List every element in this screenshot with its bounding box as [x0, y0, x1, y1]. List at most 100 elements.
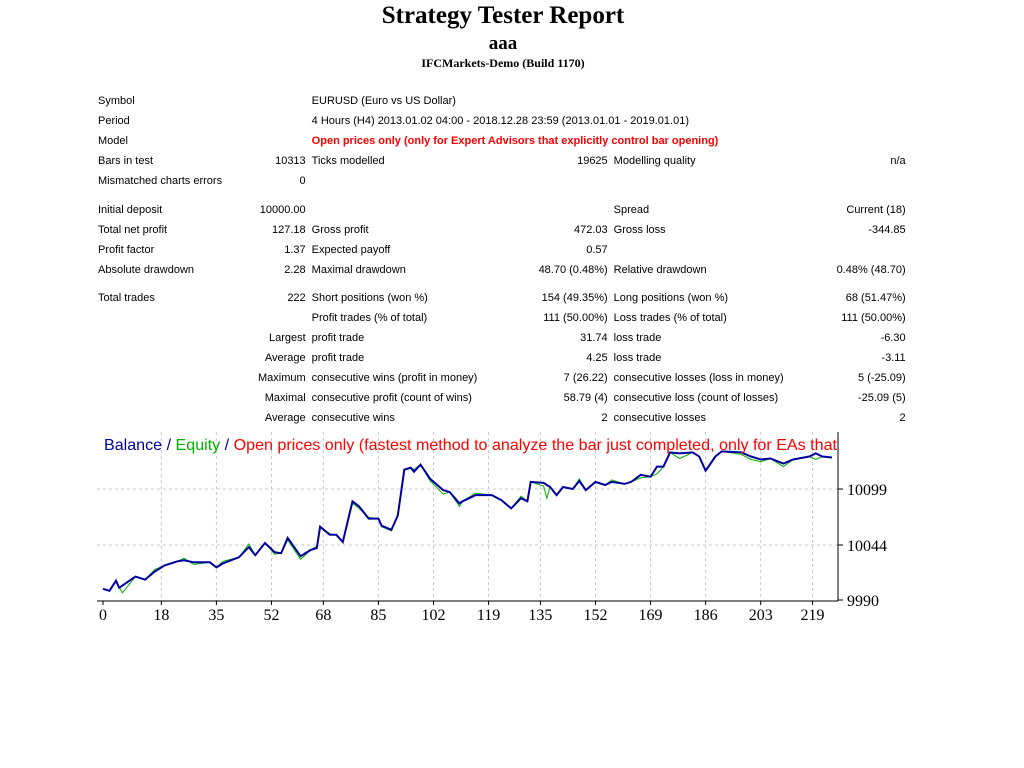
value: 5 (-25.09) — [857, 372, 906, 384]
label: Initial deposit — [98, 204, 163, 216]
x-tick-label: 135 — [528, 607, 552, 624]
value: 2.28 — [284, 264, 306, 276]
value: 0.48% (48.70) — [836, 264, 906, 276]
x-tick-label: 152 — [583, 607, 607, 624]
label: Average — [264, 412, 306, 424]
value: 127.18 — [272, 224, 306, 236]
x-tick-label: 85 — [370, 607, 386, 624]
label: loss trade — [613, 352, 662, 364]
value: n/a — [890, 155, 906, 167]
label: consecutive wins — [311, 412, 395, 424]
value: 19625 — [577, 155, 608, 167]
row-maximal: Maximal consecutive profit (count of wins… — [95, 388, 909, 408]
y-tick-label: 9990 — [847, 593, 879, 610]
row-model: Model Open prices only (only for Expert A… — [95, 131, 909, 151]
report-title: Strategy Tester Report — [381, 2, 625, 29]
label: Spread — [613, 204, 650, 216]
equity-line — [102, 450, 833, 594]
row-largest: Largest profit trade 31.74 loss trade -6.30 — [95, 328, 909, 348]
label: Absolute drawdown — [98, 264, 195, 276]
label: Gross loss — [613, 224, 666, 236]
row-total-trades: Total trades 222 Short positions (won %) 15… — [95, 288, 909, 308]
value: 472.03 — [574, 224, 608, 236]
value: -25.09 (5) — [857, 392, 906, 404]
row-average: Average profit trade 4.25 loss trade -3.11 — [95, 348, 909, 368]
value: 10313 — [275, 155, 306, 167]
label: Maximum — [258, 372, 306, 384]
value: 4.25 — [586, 352, 608, 364]
value: -6.30 — [880, 332, 906, 344]
value: Current (18) — [846, 204, 906, 216]
value: 10000.00 — [259, 204, 306, 216]
label: consecutive loss (count of losses) — [613, 392, 779, 404]
value: 0 — [299, 175, 306, 187]
value: 68 (51.47%) — [845, 292, 906, 304]
x-tick-label: 203 — [749, 607, 773, 624]
value: 111 (50.00%) — [841, 312, 906, 324]
x-tick-label: 52 — [263, 607, 279, 624]
label: Maximal drawdown — [311, 264, 406, 276]
label: Total trades — [98, 292, 155, 304]
row-profit-factor: Profit factor 1.37 Expected payoff 0.57 — [95, 240, 909, 260]
x-tick-label: 68 — [315, 607, 331, 624]
label: Gross profit — [311, 224, 369, 236]
label: Modelling quality — [613, 155, 696, 167]
label: consecutive profit (count of wins) — [311, 392, 472, 404]
chart-legend: Balance / Equity / Open prices only (fas… — [104, 437, 838, 454]
label: Mismatched charts errors — [98, 175, 223, 187]
legend-equity: Equity — [176, 437, 221, 454]
value: 58.79 (4) — [563, 392, 608, 404]
row-maximum: Maximum consecutive wins (profit in money… — [95, 368, 909, 388]
label: Model — [98, 135, 128, 147]
label: consecutive losses — [613, 412, 706, 424]
value: 0.57 — [586, 244, 608, 256]
x-tick-label: 219 — [801, 607, 825, 624]
value: 1.37 — [284, 244, 306, 256]
label: Largest — [268, 332, 306, 344]
legend-balance: Balance — [104, 437, 162, 454]
x-tick-label: 186 — [694, 607, 718, 624]
x-tick-label: 119 — [477, 607, 500, 624]
label: loss trade — [613, 332, 662, 344]
legend-model: Open prices only (fastest method to anal… — [234, 437, 838, 454]
label: Loss trades (% of total) — [613, 312, 727, 324]
legend-separator: / — [162, 437, 175, 454]
row-average-consecutive: Average consecutive wins 2 consecutive loss… — [95, 408, 909, 428]
row-mismatch: Mismatched charts errors 0 — [95, 171, 909, 191]
row-drawdown: Absolute drawdown 2.28 Maximal drawdown 48.… — [95, 260, 909, 280]
value: 7 (26.22) — [563, 372, 608, 384]
balance-chart: Balance / Equity / Open prices only (fas… — [97, 432, 887, 624]
label: Profit factor — [98, 244, 155, 256]
label: Relative drawdown — [613, 264, 707, 276]
value: EURUSD (Euro vs US Dollar) — [311, 95, 456, 107]
row-bars: Bars in test 10313 Ticks modelled 19625 Mode… — [95, 151, 909, 171]
label: consecutive wins (profit in money) — [311, 372, 478, 384]
expert-name: aaa — [488, 33, 518, 54]
value: Open prices only (only for Expert Adviso… — [311, 135, 719, 147]
x-tick-label: 35 — [208, 607, 224, 624]
label: consecutive losses (loss in money) — [613, 372, 784, 384]
value: 48.70 (0.48%) — [538, 264, 608, 276]
report-table: Symbol EURUSD (Euro vs US Dollar) Period 4… — [95, 91, 909, 428]
value: 31.74 — [580, 332, 608, 344]
row-profit-trades: Profit trades (% of total) 111 (50.00%) Lo… — [95, 308, 909, 328]
value: 4 Hours (H4) 2013.01.02 04:00 - 2018.12.… — [311, 115, 690, 127]
value: 2 — [601, 412, 608, 424]
label: Expected payoff — [311, 244, 391, 256]
label: Ticks modelled — [311, 155, 385, 167]
legend-separator: / — [220, 437, 233, 454]
label: Period — [98, 115, 130, 127]
row-period: Period 4 Hours (H4) 2013.01.02 04:00 - 20… — [95, 111, 909, 131]
row-net: Total net profit 127.18 Gross profit 472.03… — [95, 220, 909, 240]
row-symbol: Symbol EURUSD (Euro vs US Dollar) — [95, 91, 909, 111]
label: Short positions (won %) — [311, 292, 428, 304]
y-tick-label: 10099 — [847, 482, 887, 499]
value: 154 (49.35%) — [541, 292, 608, 304]
value: 111 (50.00%) — [543, 312, 608, 324]
label: Bars in test — [98, 155, 154, 167]
x-tick-label: 102 — [421, 607, 445, 624]
label: Maximal — [264, 392, 306, 404]
label: profit trade — [311, 352, 365, 364]
label: Symbol — [98, 95, 135, 107]
label: Profit trades (% of total) — [311, 312, 428, 324]
